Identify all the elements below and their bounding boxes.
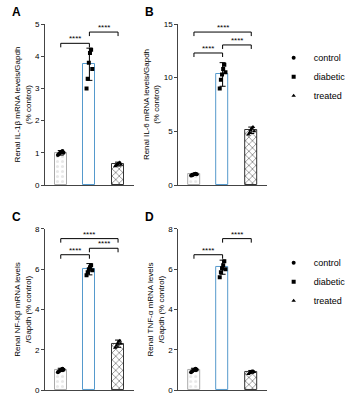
svg-text:2: 2	[168, 346, 173, 355]
svg-text:4: 4	[35, 305, 40, 314]
svg-text:Renal TNF-α mRNA levels/Gapdh: Renal TNF-α mRNA levels/Gapdh (% control…	[146, 263, 165, 357]
svg-text:8: 8	[35, 225, 40, 234]
svg-text:8: 8	[168, 225, 173, 234]
svg-text:4: 4	[168, 305, 173, 314]
svg-text:****: ****	[69, 246, 81, 255]
svg-text:0: 0	[35, 386, 40, 395]
svg-text:****: ****	[217, 23, 229, 32]
svg-text:0: 0	[35, 181, 40, 190]
svg-text:****: ****	[69, 34, 81, 43]
svg-text:5: 5	[35, 20, 40, 29]
svg-text:diabetic: diabetic	[314, 72, 346, 82]
svg-text:0: 0	[168, 386, 173, 395]
svg-text:A: A	[12, 5, 21, 19]
svg-text:****: ****	[202, 246, 214, 255]
svg-text:10: 10	[164, 73, 173, 82]
svg-text:treated: treated	[314, 296, 342, 306]
svg-text:B: B	[145, 5, 154, 19]
svg-text:5: 5	[168, 127, 173, 136]
svg-text:****: ****	[83, 230, 95, 239]
svg-text:Renal IL-6 mRNA levels/Gapdh(%: Renal IL-6 mRNA levels/Gapdh(% control)	[142, 49, 161, 160]
svg-text:diabetic: diabetic	[314, 277, 346, 287]
svg-text:treated: treated	[314, 91, 342, 101]
svg-text:Renal IL-1β mRNA levels/Gapdh(: Renal IL-1β mRNA levels/Gapdh(% control)	[13, 47, 32, 163]
svg-text:****: ****	[231, 230, 243, 239]
svg-text:Renal NF-Kβ mRNA levels/Gapdh: Renal NF-Kβ mRNA levels/Gapdh (% control…	[13, 262, 32, 356]
svg-text:****: ****	[202, 44, 214, 53]
svg-text:D: D	[145, 210, 154, 224]
svg-text:control: control	[314, 53, 341, 63]
svg-text:6: 6	[168, 265, 173, 274]
svg-text:2: 2	[35, 346, 40, 355]
svg-text:****: ****	[98, 239, 110, 248]
svg-text:2: 2	[35, 116, 40, 125]
svg-text:3: 3	[35, 84, 40, 93]
svg-text:15: 15	[164, 20, 173, 29]
svg-text:0: 0	[168, 181, 173, 190]
svg-text:C: C	[12, 210, 21, 224]
svg-text:6: 6	[35, 265, 40, 274]
svg-text:****: ****	[98, 23, 110, 32]
svg-text:4: 4	[35, 52, 40, 61]
svg-text:control: control	[314, 258, 341, 268]
svg-text:****: ****	[231, 36, 243, 45]
svg-text:1: 1	[35, 149, 40, 158]
